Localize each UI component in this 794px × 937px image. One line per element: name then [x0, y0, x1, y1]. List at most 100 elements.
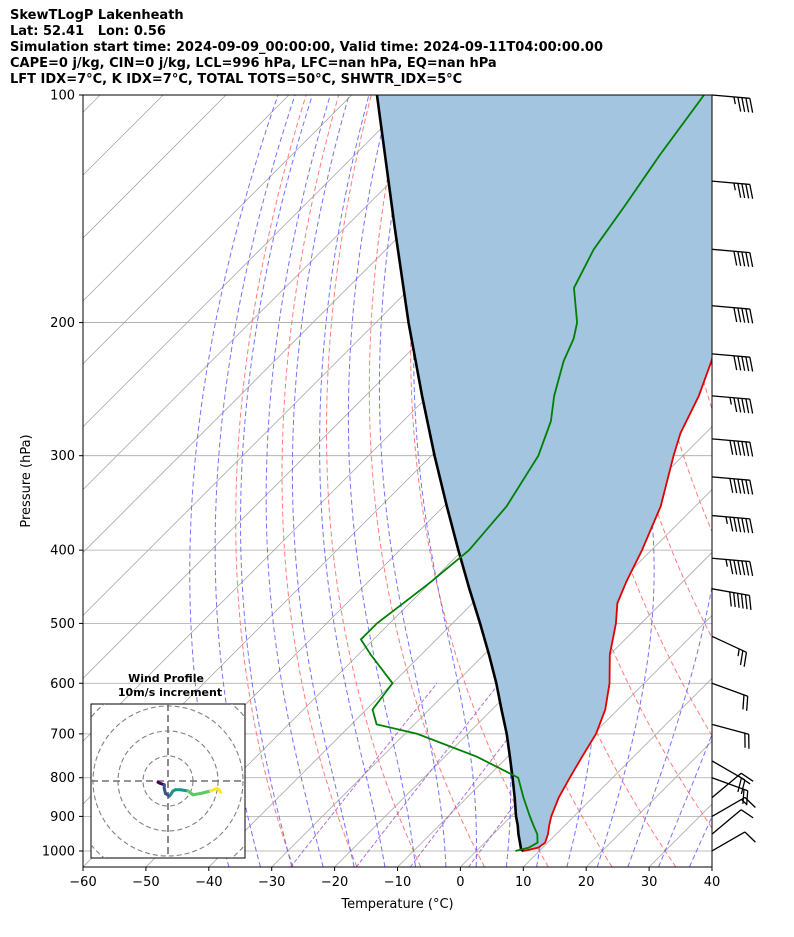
wind-barb-flag	[738, 252, 741, 266]
wind-barb-flag	[746, 309, 749, 323]
wind-barb-half-flag	[726, 559, 727, 566]
wind-barb-flag	[734, 593, 736, 607]
y-tick-label: 700	[50, 727, 75, 742]
wind-barb	[712, 832, 755, 851]
wind-barb	[712, 589, 751, 610]
wind-barb-flag	[746, 442, 749, 456]
wind-barb-shaft	[712, 354, 750, 357]
x-tick-label: −60	[69, 875, 96, 890]
wind-barb-flag	[730, 592, 732, 606]
wind-barb-shaft	[712, 477, 750, 480]
wind-barb	[712, 516, 753, 534]
wind-barb-flag	[746, 184, 749, 198]
wind-barb-flag	[742, 518, 745, 532]
wind-barb-flag	[730, 517, 733, 531]
x-tick-label: −10	[384, 875, 411, 890]
y-tick-label: 900	[50, 810, 75, 825]
wind-barb-flag	[738, 398, 741, 412]
isotherm-line	[775, 95, 794, 867]
wind-barb-flag	[750, 98, 753, 112]
wind-barbs	[712, 95, 755, 851]
wind-barb-flag	[746, 519, 749, 533]
wind-barb-shaft	[712, 249, 750, 252]
wind-barb-flag	[742, 184, 745, 198]
wind-barb-shaft	[712, 832, 745, 851]
x-axis-label: Temperature (°C)	[340, 897, 453, 912]
y-axis-label: Pressure (hPa)	[19, 434, 34, 527]
wind-barb-shaft	[712, 181, 750, 184]
wind-barb-shaft	[712, 724, 749, 734]
wind-barb-half-flag	[730, 397, 731, 404]
wind-barb-flag	[734, 251, 737, 265]
y-tick-label: 800	[50, 771, 75, 786]
wind-barb-flag	[738, 518, 741, 532]
hodograph-subtitle: 10m/s increment	[118, 686, 222, 699]
moist-adiabat	[720, 95, 794, 867]
wind-barb-flag	[734, 398, 737, 412]
wind-barb-shaft	[712, 683, 748, 696]
wind-barb	[712, 724, 749, 748]
wind-barb-flag	[750, 309, 753, 323]
wind-barb-flag	[742, 594, 744, 608]
x-tick-label: −40	[195, 875, 222, 890]
wind-barb-shaft	[712, 306, 750, 309]
wind-barb-shaft	[712, 636, 746, 652]
y-tick-label: 1000	[42, 844, 75, 859]
wind-barb-flag	[750, 519, 753, 533]
x-tick-label: −30	[258, 875, 285, 890]
wind-barb-flag	[730, 560, 733, 574]
wind-barb-flag	[746, 252, 749, 266]
wind-barb	[712, 396, 753, 414]
wind-barb-flag	[742, 561, 745, 575]
wind-barb-flag	[750, 357, 753, 371]
x-tick-label: 40	[704, 875, 721, 890]
wind-barb-flag	[734, 479, 737, 493]
wind-barb-shaft	[712, 95, 750, 98]
wind-barb-flag	[738, 778, 742, 792]
wind-barb-flag	[734, 356, 737, 370]
wind-barb-flag	[745, 832, 755, 842]
wind-barb-flag	[741, 651, 743, 665]
wind-barb	[712, 636, 746, 666]
wind-barb-flag	[742, 308, 745, 322]
wind-barb	[712, 797, 755, 816]
wind-barb-flag	[742, 441, 745, 455]
y-tick-label: 300	[50, 449, 75, 464]
wind-barb-flag	[738, 561, 741, 575]
wind-barb-flag	[742, 252, 745, 266]
x-tick-label: −50	[132, 875, 159, 890]
wind-barb-flag	[738, 97, 741, 111]
wind-barb-flag	[749, 595, 751, 609]
wind-barb-flag	[746, 399, 749, 413]
wind-barb-shaft	[712, 773, 741, 797]
dry-adiabat	[762, 95, 794, 867]
wind-barb-flag	[746, 561, 749, 575]
wind-barb-flag	[746, 357, 749, 371]
wind-barb	[712, 306, 753, 324]
wind-barb-flag	[742, 398, 745, 412]
wind-barb	[712, 477, 753, 495]
hodograph-segment	[219, 790, 220, 793]
isotherm-line	[712, 95, 794, 867]
wind-barb-flag	[744, 652, 746, 666]
wind-barb-flag	[750, 562, 753, 576]
y-tick-label: 400	[50, 544, 75, 559]
wind-barb-flag	[741, 810, 753, 818]
wind-barb	[712, 95, 753, 113]
y-tick-label: 100	[50, 89, 75, 104]
x-tick-label: 10	[515, 875, 532, 890]
wind-barb	[712, 181, 753, 199]
wind-barb-flag	[742, 98, 745, 112]
wind-barb-half-flag	[741, 799, 746, 804]
wind-barb-flag	[746, 480, 749, 494]
wind-barb-shaft	[712, 589, 749, 596]
wind-barb-half-flag	[726, 517, 727, 524]
y-tick-label: 200	[50, 316, 75, 331]
x-tick-label: 30	[641, 875, 658, 890]
y-tick-label: 500	[50, 617, 75, 632]
x-tick-label: 20	[578, 875, 595, 890]
wind-barb-shaft	[712, 797, 745, 816]
wind-barb-flag	[734, 560, 737, 574]
wind-barb-shaft	[712, 778, 748, 791]
